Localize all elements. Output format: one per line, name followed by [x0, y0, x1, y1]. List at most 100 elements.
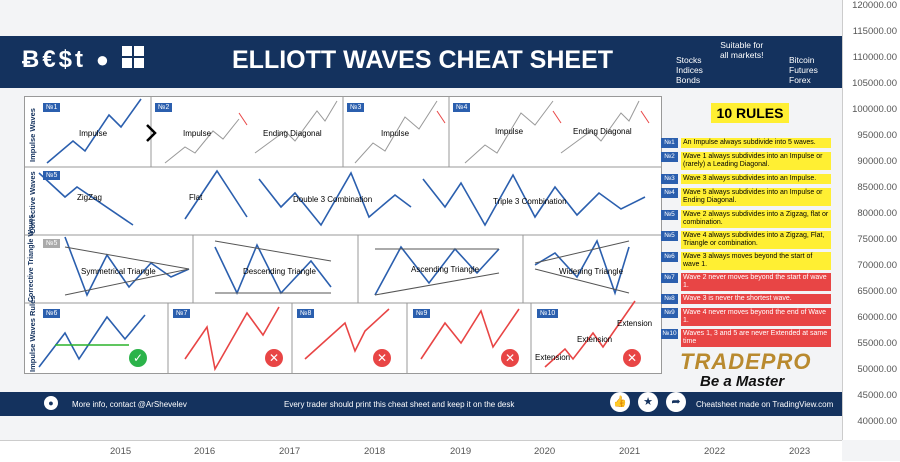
market-label: Bitcoin	[789, 55, 815, 65]
brand-logo: TRADEPRO	[680, 349, 812, 374]
panel-number: №7	[173, 309, 191, 318]
price-tick: 110000.00	[852, 52, 897, 63]
pattern-label: Widening Triangle	[559, 267, 624, 276]
rule-number: №10	[661, 329, 678, 339]
crypto-logos: Ƀ€$t ●	[22, 46, 144, 75]
time-tick: 2019	[450, 446, 472, 457]
rule-number: №5	[661, 231, 678, 241]
share-button[interactable]: ➦	[666, 392, 686, 412]
rule-item: №7 Wave 2 never moves beyond the start of…	[661, 273, 831, 293]
contact-text: More info, contact @ArShevelev	[72, 400, 187, 409]
rule-text: Wave 4 never moves beyond the end of Wav…	[681, 308, 831, 326]
market-label: Stocks	[676, 55, 702, 65]
rule-text: Wave 3 always moves beyond the start of …	[681, 252, 831, 270]
pattern-label: Impulse	[183, 129, 212, 138]
check-icon: ✓	[129, 349, 147, 367]
pattern-label: Impulse	[381, 129, 410, 138]
rule-text: Wave 2 never moves beyond the start of w…	[681, 273, 831, 291]
apple-icon: ●	[95, 47, 112, 72]
rule-number: №2	[661, 152, 678, 162]
rule-number: №3	[661, 174, 678, 184]
rule-number: №8	[661, 294, 678, 304]
pattern-label: Triple 3 Combination	[493, 197, 567, 206]
row-label: Corrective Triangle Waves	[28, 214, 35, 302]
pattern-label: Double 3 Combination	[293, 195, 373, 204]
rule-item: №9 Wave 4 never moves beyond the end of W…	[661, 308, 831, 328]
rule-number: №7	[661, 273, 678, 283]
footer-bar	[0, 392, 842, 416]
panel-number: №1	[43, 103, 61, 112]
rule-text: Wave 5 always subdivides into an Impulse…	[681, 188, 831, 206]
rule-item: №6 Wave 3 always moves beyond the start o…	[661, 252, 831, 272]
cross-icon: ✕	[501, 349, 519, 367]
price-tick: 85000.00	[857, 182, 897, 193]
credit-text: Cheatsheet made on TradingView.com	[696, 400, 834, 409]
price-tick: 75000.00	[857, 234, 897, 245]
price-tick: 55000.00	[857, 338, 897, 349]
price-tick: 70000.00	[857, 260, 897, 271]
row-label: Impulse Waves	[28, 108, 37, 162]
row-label: Impulse Waves Rules	[28, 295, 37, 372]
cross-icon: ✕	[265, 349, 283, 367]
price-axis[interactable]: 120000.00 115000.00 110000.00 105000.00 …	[842, 0, 900, 440]
time-axis[interactable]: 2015 2016 2017 2018 2019 2020 2021 2022 …	[0, 440, 842, 462]
rule-number: №6	[661, 252, 678, 262]
rule-number: №5	[661, 210, 678, 220]
suitable-note: Suitable for all markets!	[720, 40, 763, 60]
price-tick: 90000.00	[857, 156, 897, 167]
panel-number: №5	[43, 171, 61, 180]
time-tick: 2023	[789, 446, 811, 457]
price-tick: 45000.00	[857, 390, 897, 401]
pattern-label: Ending Diagonal	[573, 127, 632, 136]
chat-icon[interactable]: ●	[44, 396, 58, 410]
rule-item: №1 An Impulse always subdivide into 5 wav…	[661, 138, 831, 150]
rule-item: №3 Wave 3 always subdivides into an Impul…	[661, 174, 831, 186]
rule-item: №4 Wave 5 always subdivides into an Impul…	[661, 188, 831, 208]
panel-number: №10	[537, 309, 559, 318]
markets-left: Stocks Indices Bonds	[676, 55, 703, 85]
rule-item: №10 Waves 1, 3 and 5 are never Extended a…	[661, 329, 831, 349]
pattern-label: Descending Triangle	[243, 267, 316, 276]
rule-text: Wave 2 always subdivides into a Zigzag, …	[681, 210, 831, 228]
panel-number: №8	[297, 309, 315, 318]
markets-right: Bitcoin Futures Forex	[789, 55, 818, 85]
cheat-sheet-panel: №1 №2 №3 №4 №5 №5 №6 №7 №8 №9 №10 Impuls…	[24, 96, 662, 374]
market-label: Forex	[789, 75, 811, 85]
price-tick: 50000.00	[857, 364, 897, 375]
price-tick: 115000.00	[852, 26, 897, 37]
currency-symbols: Ƀ€$t	[22, 46, 87, 73]
rule-item: №8 Wave 3 is never the shortest wave.	[661, 294, 831, 306]
windows-icon	[121, 46, 144, 75]
cross-icon: ✕	[373, 349, 391, 367]
rule-number: №1	[661, 138, 678, 148]
pattern-label: Ascending Triangle	[411, 265, 480, 274]
price-tick: 105000.00	[852, 78, 897, 89]
panel-number: №6	[43, 309, 61, 318]
rule-text: Wave 4 always subdivides into a Zigzag, …	[681, 231, 831, 249]
pattern-label: Flat	[189, 193, 203, 202]
price-tick: 60000.00	[857, 312, 897, 323]
time-tick: 2021	[619, 446, 641, 457]
price-tick: 40000.00	[857, 416, 897, 427]
rule-number: №9	[661, 308, 678, 318]
time-tick: 2020	[534, 446, 556, 457]
pattern-label: Impulse	[495, 127, 524, 136]
market-label: Futures	[789, 65, 818, 75]
rule-item: №2 Wave 1 always subdivides into an Impul…	[661, 152, 831, 172]
time-tick: 2022	[704, 446, 726, 457]
brand-tagline: Be a Master	[700, 373, 785, 390]
like-button[interactable]: 👍	[610, 392, 630, 412]
panel-number: №3	[347, 103, 365, 112]
rule-text: Wave 3 is never the shortest wave.	[681, 294, 831, 304]
time-tick: 2016	[194, 446, 216, 457]
suitable-line: all markets!	[720, 50, 764, 60]
page-title: ELLIOTT WAVES CHEAT SHEET	[232, 46, 614, 74]
rule-item: №5 Wave 4 always subdivides into a Zigzag…	[661, 231, 831, 251]
pattern-label: Symmetrical Triangle	[81, 267, 156, 276]
price-tick: 65000.00	[857, 286, 897, 297]
cross-icon: ✕	[623, 349, 641, 367]
market-label: Bonds	[676, 75, 701, 85]
price-tick: 95000.00	[857, 130, 897, 141]
favorite-button[interactable]: ★	[638, 392, 658, 412]
rule-text: Wave 3 always subdivides into an Impulse…	[681, 174, 831, 184]
